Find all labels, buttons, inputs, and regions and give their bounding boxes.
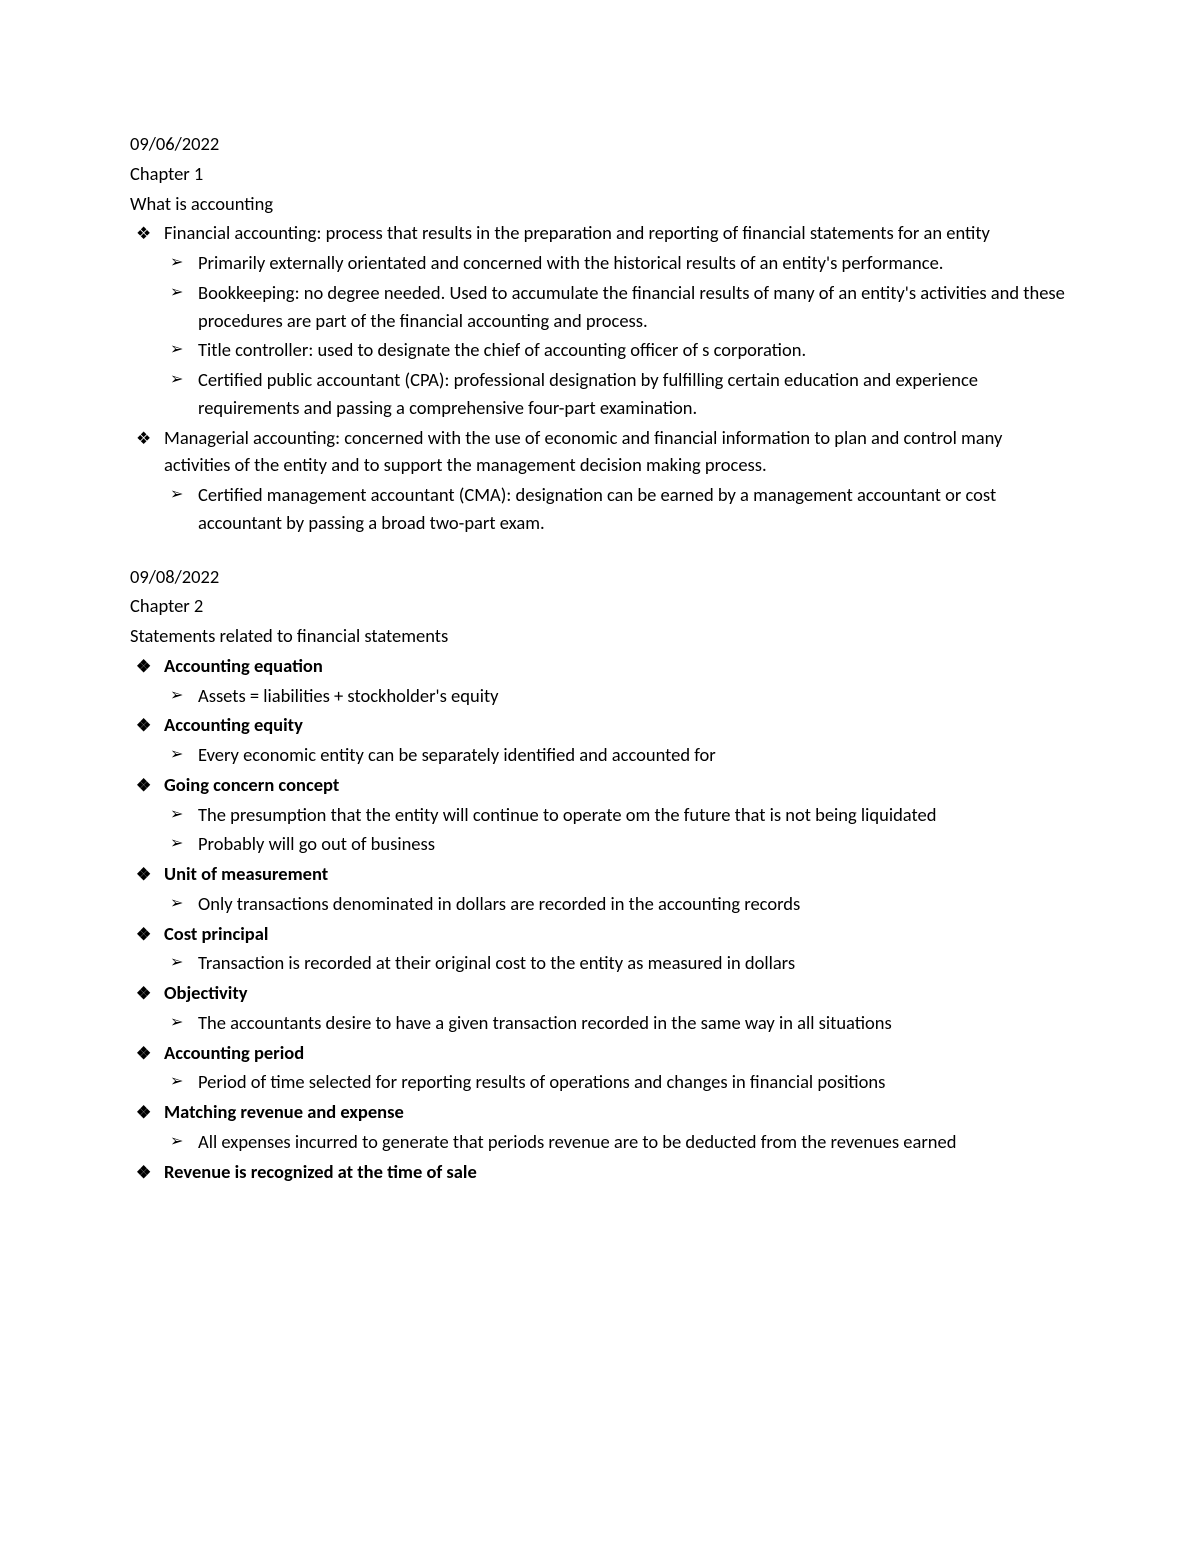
list-item: Going concern concept (130, 771, 1070, 799)
bullet-text: Matching revenue and expense (164, 1098, 1070, 1126)
list-item: Objectivity (130, 979, 1070, 1007)
chapter-2-label: Chapter 2 (130, 592, 1070, 620)
list-item: Certified public accountant (CPA): profe… (164, 366, 1070, 422)
bullet-text: All expenses incurred to generate that p… (198, 1128, 1070, 1156)
bullet-text: Period of time selected for reporting re… (198, 1068, 1070, 1096)
diamond-bullet-icon (130, 1158, 164, 1186)
diamond-bullet-icon (130, 860, 164, 888)
bullet-text: The accountants desire to have a given t… (198, 1009, 1070, 1037)
diamond-bullet-icon (130, 711, 164, 739)
arrow-bullet-icon (164, 1009, 198, 1035)
list-item: Period of time selected for reporting re… (164, 1068, 1070, 1096)
diamond-bullet-icon (130, 652, 164, 680)
diamond-bullet-icon (130, 771, 164, 799)
bullet-text: Managerial accounting: concerned with th… (164, 424, 1070, 480)
bullet-text: Accounting equation (164, 652, 1070, 680)
arrow-bullet-icon (164, 801, 198, 827)
bullet-text: Going concern concept (164, 771, 1070, 799)
arrow-bullet-icon (164, 682, 198, 708)
list-item: Unit of measurement (130, 860, 1070, 888)
list-item: Only transactions denominated in dollars… (164, 890, 1070, 918)
bullet-text: Title controller: used to designate the … (198, 336, 1070, 364)
section-chapter-2: 09/08/2022 Chapter 2 Statements related … (130, 563, 1070, 1186)
bullet-text: Accounting equity (164, 711, 1070, 739)
chapter-1-label: Chapter 1 (130, 160, 1070, 188)
bullet-text: Transaction is recorded at their origina… (198, 949, 1070, 977)
bullet-text: Probably will go out of business (198, 830, 1070, 858)
list-item: All expenses incurred to generate that p… (164, 1128, 1070, 1156)
list-item: Accounting period (130, 1039, 1070, 1067)
arrow-bullet-icon (164, 949, 198, 975)
list-item: Financial accounting: process that resul… (130, 219, 1070, 247)
list-item: Assets = liabilities + stockholder's equ… (164, 682, 1070, 710)
bullet-text: Bookkeeping: no degree needed. Used to a… (198, 279, 1070, 335)
arrow-bullet-icon (164, 890, 198, 916)
bullet-text: The presumption that the entity will con… (198, 801, 1070, 829)
list-item: Certified management accountant (CMA): d… (164, 481, 1070, 537)
list-item: Accounting equation (130, 652, 1070, 680)
list-item: Accounting equity (130, 711, 1070, 739)
list-item: Revenue is recognized at the time of sal… (130, 1158, 1070, 1186)
arrow-bullet-icon (164, 741, 198, 767)
arrow-bullet-icon (164, 336, 198, 362)
arrow-bullet-icon (164, 279, 198, 305)
list-item: Cost principal (130, 920, 1070, 948)
list-item: Managerial accounting: concerned with th… (130, 424, 1070, 480)
list-item: The accountants desire to have a given t… (164, 1009, 1070, 1037)
arrow-bullet-icon (164, 366, 198, 392)
topic-2: Statements related to financial statemen… (130, 622, 1070, 650)
arrow-bullet-icon (164, 830, 198, 856)
bullet-text: Primarily externally orientated and conc… (198, 249, 1070, 277)
arrow-bullet-icon (164, 481, 198, 507)
bullet-text: Financial accounting: process that resul… (164, 219, 1070, 247)
bullet-text: Certified public accountant (CPA): profe… (198, 366, 1070, 422)
bullet-text: Certified management accountant (CMA): d… (198, 481, 1070, 537)
bullet-text: Revenue is recognized at the time of sal… (164, 1158, 1070, 1186)
diamond-bullet-icon (130, 1098, 164, 1126)
date-1: 09/06/2022 (130, 130, 1070, 158)
bullet-text: Cost principal (164, 920, 1070, 948)
arrow-bullet-icon (164, 249, 198, 275)
date-2: 09/08/2022 (130, 563, 1070, 591)
bullet-text: Only transactions denominated in dollars… (198, 890, 1070, 918)
list-item: Primarily externally orientated and conc… (164, 249, 1070, 277)
topic-1: What is accounting (130, 190, 1070, 218)
diamond-bullet-icon (130, 219, 164, 247)
bullet-text: Objectivity (164, 979, 1070, 1007)
diamond-bullet-icon (130, 424, 164, 452)
bullet-text: Assets = liabilities + stockholder's equ… (198, 682, 1070, 710)
section-chapter-1: 09/06/2022 Chapter 1 What is accounting … (130, 130, 1070, 537)
list-item: Every economic entity can be separately … (164, 741, 1070, 769)
list-item: Matching revenue and expense (130, 1098, 1070, 1126)
arrow-bullet-icon (164, 1128, 198, 1154)
diamond-bullet-icon (130, 979, 164, 1007)
list-item: Transaction is recorded at their origina… (164, 949, 1070, 977)
bullet-text: Unit of measurement (164, 860, 1070, 888)
list-item: Probably will go out of business (164, 830, 1070, 858)
diamond-bullet-icon (130, 920, 164, 948)
list-item: Bookkeeping: no degree needed. Used to a… (164, 279, 1070, 335)
bullet-text: Every economic entity can be separately … (198, 741, 1070, 769)
list-item: Title controller: used to designate the … (164, 336, 1070, 364)
list-item: The presumption that the entity will con… (164, 801, 1070, 829)
diamond-bullet-icon (130, 1039, 164, 1067)
arrow-bullet-icon (164, 1068, 198, 1094)
bullet-text: Accounting period (164, 1039, 1070, 1067)
